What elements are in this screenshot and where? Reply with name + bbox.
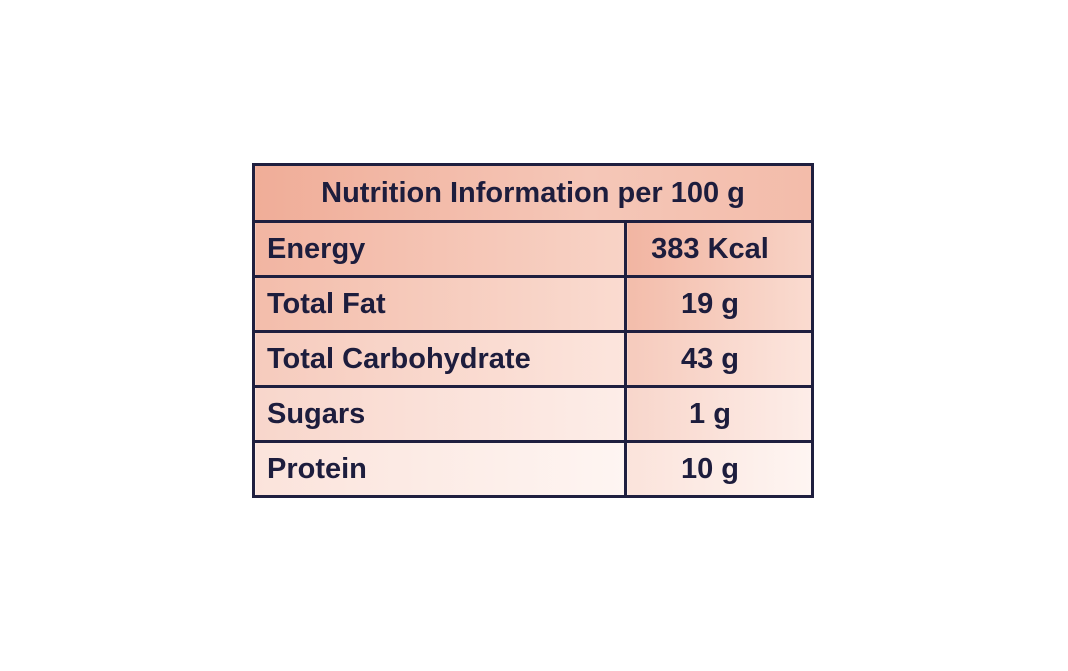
nutrient-row: Energy 383 Kcal xyxy=(252,220,814,278)
nutrient-name: Sugars xyxy=(252,385,627,443)
nutrient-row: Total Fat 19 g xyxy=(252,275,814,333)
nutrient-amount: 1 g xyxy=(624,385,814,443)
nutrition-table: Nutrition Information per 100 g Energy 38… xyxy=(252,163,814,498)
nutrient-name: Protein xyxy=(252,440,627,498)
table-title: Nutrition Information per 100 g xyxy=(252,163,814,223)
nutrient-name: Energy xyxy=(252,220,627,278)
nutrient-name: Total Fat xyxy=(252,275,627,333)
nutrient-row: Total Carbohydrate 43 g xyxy=(252,330,814,388)
nutrient-amount: 43 g xyxy=(624,330,814,388)
nutrient-amount: 10 g xyxy=(624,440,814,498)
table-body: Energy 383 Kcal Total Fat 19 g Total Carbohy… xyxy=(252,220,814,498)
nutrient-amount: 19 g xyxy=(624,275,814,333)
header-row: Nutrition Information per 100 g xyxy=(252,163,814,223)
table-head: Nutrition Information per 100 g xyxy=(252,163,814,223)
nutrient-amount: 383 Kcal xyxy=(624,220,814,278)
nutrient-name: Total Carbohydrate xyxy=(252,330,627,388)
nutrient-row: Sugars 1 g xyxy=(252,385,814,443)
nutrient-row: Protein 10 g xyxy=(252,440,814,498)
